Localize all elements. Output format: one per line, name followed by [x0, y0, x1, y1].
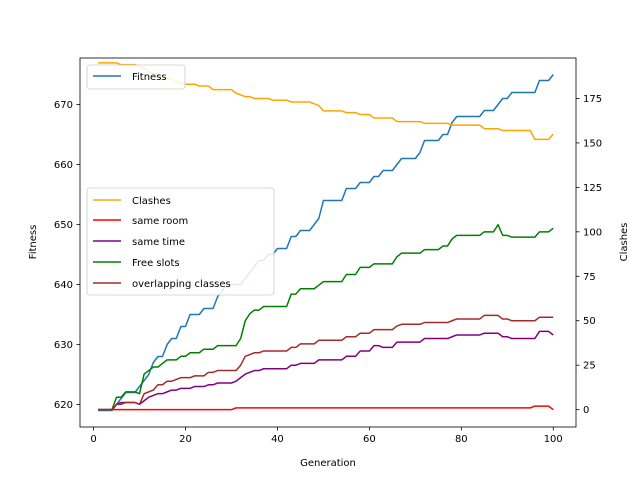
y-left-tick-label: 630 [54, 340, 73, 351]
axes-layer [79, 57, 577, 428]
legend-entry-clashes: Clashes [132, 196, 171, 207]
series-line-same-time [98, 330, 554, 411]
y-axis-label-right: Clashes [619, 223, 630, 262]
y-right-tick-label: 100 [583, 227, 602, 238]
y-left-tick-label: 660 [54, 160, 73, 171]
x-ticks: 0 20 40 60 80 100 [90, 427, 563, 445]
y-right-tick-label: 150 [583, 138, 602, 149]
legend-entry-same-room: same room [132, 216, 188, 227]
series-line-overlapping-classes [98, 314, 554, 411]
legend-entry-overlapping-classes: overlapping classes [132, 279, 231, 290]
y-left-tick-label: 670 [54, 100, 73, 111]
legend-upper-box [86, 64, 186, 90]
y-axis-label-left: Fitness [28, 225, 39, 260]
y-right-tick-label: 25 [583, 361, 596, 372]
series-line-fitness [98, 74, 554, 412]
y-left-tick-label: 640 [54, 280, 73, 291]
legend-entry-fitness: Fitness [132, 72, 167, 83]
x-tick-label: 80 [455, 434, 468, 445]
y-left-tick-label: 620 [54, 400, 73, 411]
legend-center-box [86, 187, 275, 296]
legend-center-left: Clashes same room same time Free slots o… [86, 187, 275, 296]
y-right-tick-label: 75 [583, 272, 596, 283]
y-right-tick-label: 125 [583, 183, 602, 194]
y-ticks-left: 620 630 640 650 660 670 [54, 100, 80, 411]
y-ticks-right: 0 25 50 75 100 125 150 175 [576, 94, 602, 416]
x-axis-label: Generation [300, 458, 356, 469]
x-tick-label: 0 [90, 434, 96, 445]
x-tick-label: 100 [544, 434, 563, 445]
x-tick-label: 20 [179, 434, 192, 445]
plot-frame [79, 57, 577, 428]
legend-upper-left: Fitness [86, 64, 186, 90]
y-right-tick-label: 50 [583, 316, 596, 327]
x-tick-label: 60 [363, 434, 376, 445]
series-line-free-slots [98, 223, 554, 411]
y-right-tick-label: 175 [583, 94, 602, 105]
legend-entry-same-time: same time [132, 237, 185, 248]
series-layer [98, 62, 554, 412]
y-left-tick-label: 650 [54, 220, 73, 231]
y-right-tick-label: 0 [583, 405, 589, 416]
x-tick-label: 40 [271, 434, 284, 445]
series-line-same-room [98, 405, 554, 411]
legend-entry-free-slots: Free slots [132, 258, 180, 269]
